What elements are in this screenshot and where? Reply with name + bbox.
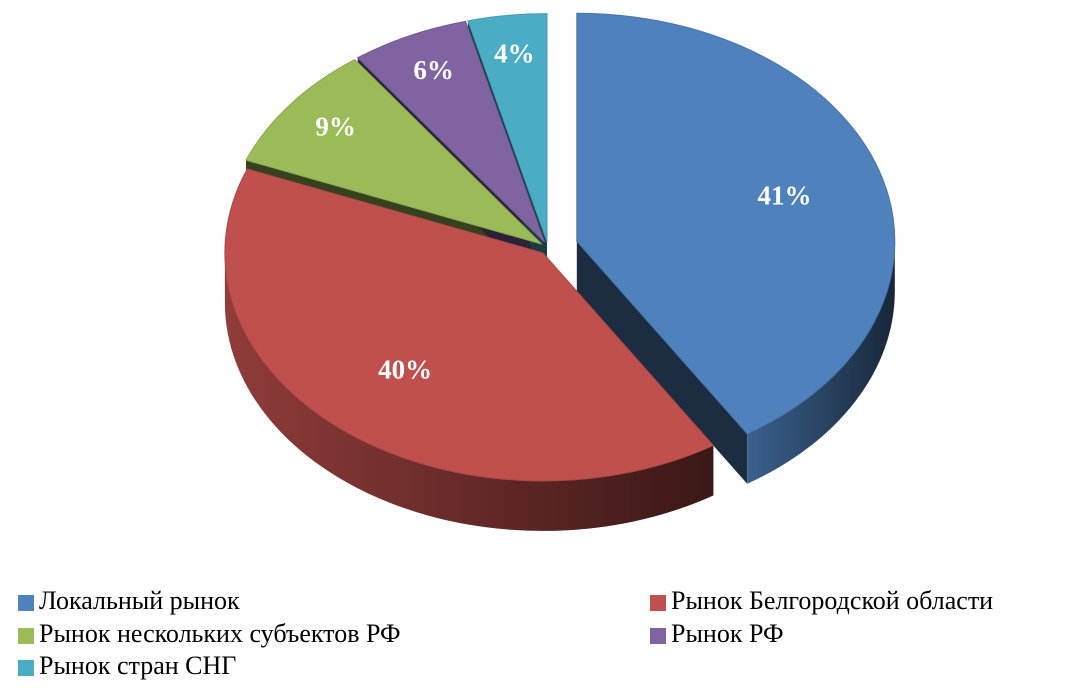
data-label: 9% [315,112,356,142]
legend-label: Локальный рынок [39,586,240,615]
legend-marker [650,595,666,611]
legend-label: Рынок стран СНГ [39,651,236,680]
slice-radial-wall [576,241,748,484]
outer-walls [224,241,895,531]
slice [356,20,546,243]
legend-marker [650,628,666,644]
slice [245,59,543,245]
legend-marker [18,660,34,676]
data-label: 41% [757,180,811,210]
slice [576,12,896,435]
data-label: 40% [378,355,432,385]
data-label: 4% [494,38,535,68]
legend-marker [18,628,34,644]
tops: 41% 40% 9% 6% 4% [224,12,896,482]
legend-marker [18,595,34,611]
slice [224,168,715,482]
slice-outer-wall [224,252,714,531]
slice [467,13,548,242]
legend-label: Рынок нескольких субъектов РФ [39,619,401,648]
legend-label: Рынок Белгородской области [671,586,993,615]
slice-outer-wall [747,241,895,484]
legend-label: Рынок РФ [671,619,784,648]
data-label: 6% [413,55,454,85]
